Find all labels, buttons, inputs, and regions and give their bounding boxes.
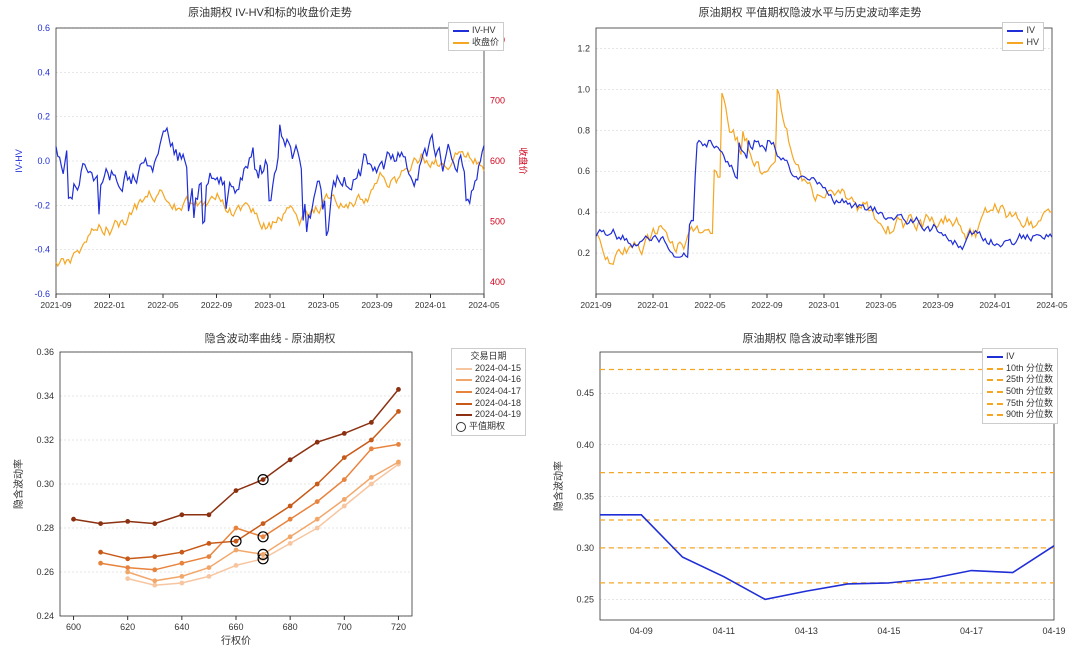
legend-label: IV bbox=[1026, 25, 1035, 37]
svg-text:1.2: 1.2 bbox=[577, 43, 590, 53]
svg-text:0.2: 0.2 bbox=[577, 248, 590, 258]
chart-iv-hv: 0.2 0.4 0.6 0.8 1.0 1.2 2021-09 2022-01 2022-05 2… bbox=[548, 22, 1072, 322]
line-swatch-icon bbox=[1007, 30, 1023, 32]
legend-label: IV-HV bbox=[472, 25, 496, 37]
svg-text:0.36: 0.36 bbox=[36, 348, 54, 357]
svg-text:行权价: 行权价 bbox=[221, 634, 251, 647]
svg-text:0.30: 0.30 bbox=[576, 543, 594, 553]
svg-text:0.35: 0.35 bbox=[576, 491, 594, 501]
svg-text:04-09: 04-09 bbox=[630, 626, 653, 636]
svg-text:0.0: 0.0 bbox=[37, 156, 50, 166]
svg-text:2022-09: 2022-09 bbox=[201, 300, 232, 310]
svg-text:2021-09: 2021-09 bbox=[580, 300, 611, 310]
legend-item-hv: HV bbox=[1007, 37, 1039, 49]
svg-text:IV-HV: IV-HV bbox=[14, 149, 24, 173]
svg-text:2022-05: 2022-05 bbox=[147, 300, 178, 310]
svg-text:0.6: 0.6 bbox=[577, 166, 590, 176]
svg-text:2024-05: 2024-05 bbox=[468, 300, 499, 310]
svg-text:500: 500 bbox=[490, 216, 505, 226]
svg-text:04-13: 04-13 bbox=[795, 626, 818, 636]
svg-text:隐含波动率: 隐含波动率 bbox=[552, 461, 565, 511]
legend-item-close: 收盘价 bbox=[453, 37, 499, 49]
svg-text:0.32: 0.32 bbox=[36, 435, 54, 445]
svg-text:2024-01: 2024-01 bbox=[979, 300, 1010, 310]
legend-label: HV bbox=[1026, 37, 1039, 49]
svg-text:1.0: 1.0 bbox=[577, 84, 590, 94]
svg-text:04-19: 04-19 bbox=[1042, 626, 1065, 636]
line-swatch-icon bbox=[453, 42, 469, 44]
svg-text:0.6: 0.6 bbox=[37, 23, 50, 33]
panel-ivhv-close: 原油期权 IV-HV和标的收盘价走势 -0.6 -0.4 -0.2 0.0 0.2 0.4… bbox=[0, 0, 540, 326]
svg-text:0.25: 0.25 bbox=[576, 594, 594, 604]
svg-text:04-11: 04-11 bbox=[713, 626, 735, 636]
svg-text:2021-09: 2021-09 bbox=[40, 300, 71, 310]
svg-text:2023-01: 2023-01 bbox=[808, 300, 839, 310]
svg-text:04-17: 04-17 bbox=[960, 626, 983, 636]
svg-text:600: 600 bbox=[490, 156, 505, 166]
svg-text:0.4: 0.4 bbox=[37, 67, 50, 77]
svg-text:0.4: 0.4 bbox=[577, 207, 590, 217]
svg-text:0.45: 0.45 bbox=[576, 388, 594, 398]
svg-text:-0.4: -0.4 bbox=[34, 245, 50, 255]
legend-tl: IV-HV 收盘价 bbox=[448, 22, 504, 51]
svg-text:2022-09: 2022-09 bbox=[751, 300, 782, 310]
panel-vol-curves: 隐含波动率曲线 - 原油期权 0.24 0.26 0.28 0.30 0.32 0.34 0… bbox=[0, 326, 540, 652]
legend-br: IV10th 分位数25th 分位数50th 分位数75th 分位数90th 分… bbox=[982, 348, 1058, 424]
legend-label: 收盘价 bbox=[472, 37, 499, 49]
svg-text:2023-09: 2023-09 bbox=[922, 300, 953, 310]
svg-text:680: 680 bbox=[283, 622, 298, 632]
svg-text:2022-01: 2022-01 bbox=[94, 300, 125, 310]
svg-text:2022-01: 2022-01 bbox=[637, 300, 668, 310]
dashboard-grid: 原油期权 IV-HV和标的收盘价走势 -0.6 -0.4 -0.2 0.0 0.2 0.4… bbox=[0, 0, 1080, 646]
svg-text:2022-05: 2022-05 bbox=[694, 300, 725, 310]
chart-title: 原油期权 隐含波动率锥形图 bbox=[548, 330, 1072, 346]
svg-text:0.30: 0.30 bbox=[36, 479, 54, 489]
legend-tr: IV HV bbox=[1002, 22, 1044, 51]
svg-text:-0.6: -0.6 bbox=[34, 289, 50, 299]
legend-item-ivhv: IV-HV bbox=[453, 25, 499, 37]
panel-iv-hv: 原油期权 平值期权隐波水平与历史波动率走势 0.2 0.4 0.6 0.8 1.0 1.2… bbox=[540, 0, 1080, 326]
svg-text:2023-05: 2023-05 bbox=[308, 300, 339, 310]
svg-text:0.28: 0.28 bbox=[36, 523, 54, 533]
svg-text:640: 640 bbox=[174, 622, 189, 632]
svg-text:620: 620 bbox=[120, 622, 135, 632]
svg-text:0.2: 0.2 bbox=[37, 112, 50, 122]
svg-text:2023-05: 2023-05 bbox=[865, 300, 896, 310]
svg-text:0.34: 0.34 bbox=[36, 391, 54, 401]
svg-text:收盘价: 收盘价 bbox=[518, 147, 529, 174]
line-swatch-icon bbox=[1007, 42, 1023, 44]
svg-text:隐含波动率: 隐含波动率 bbox=[12, 459, 25, 509]
svg-text:660: 660 bbox=[228, 622, 243, 632]
svg-text:2024-01: 2024-01 bbox=[415, 300, 446, 310]
svg-text:0.26: 0.26 bbox=[36, 567, 54, 577]
svg-text:720: 720 bbox=[391, 622, 406, 632]
svg-text:0.40: 0.40 bbox=[576, 440, 594, 450]
svg-text:600: 600 bbox=[66, 622, 81, 632]
svg-text:04-15: 04-15 bbox=[877, 626, 900, 636]
chart-title: 隐含波动率曲线 - 原油期权 bbox=[8, 330, 532, 346]
svg-text:2023-09: 2023-09 bbox=[361, 300, 392, 310]
svg-text:700: 700 bbox=[490, 96, 505, 106]
svg-text:2023-01: 2023-01 bbox=[254, 300, 285, 310]
svg-text:0.24: 0.24 bbox=[36, 611, 54, 621]
chart-title: 原油期权 平值期权隐波水平与历史波动率走势 bbox=[548, 4, 1072, 20]
line-swatch-icon bbox=[453, 30, 469, 32]
svg-text:0.8: 0.8 bbox=[577, 125, 590, 135]
svg-text:2024-05: 2024-05 bbox=[1036, 300, 1067, 310]
chart-title: 原油期权 IV-HV和标的收盘价走势 bbox=[8, 4, 532, 20]
chart-ivhv-close: -0.6 -0.4 -0.2 0.0 0.2 0.4 0.6 2021-09 2022-01 20… bbox=[8, 22, 532, 322]
svg-text:400: 400 bbox=[490, 277, 505, 287]
svg-text:-0.2: -0.2 bbox=[34, 200, 50, 210]
legend-item-iv: IV bbox=[1007, 25, 1039, 37]
svg-text:700: 700 bbox=[337, 622, 352, 632]
legend-bl: 交易日期2024-04-152024-04-162024-04-172024-0… bbox=[451, 348, 526, 436]
panel-vol-cone: 原油期权 隐含波动率锥形图 0.25 0.30 0.35 0.40 0.45 04-09 0… bbox=[540, 326, 1080, 652]
